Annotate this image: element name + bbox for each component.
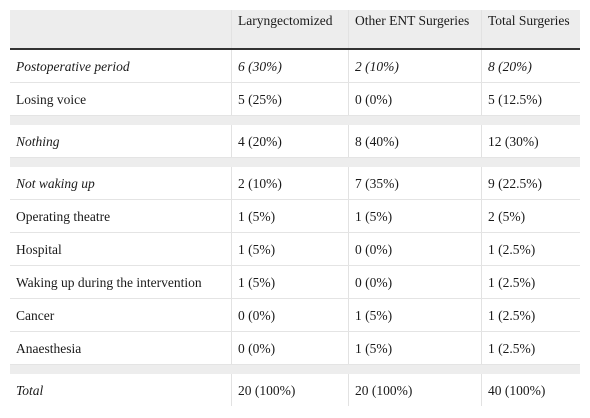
row-label: Anaesthesia: [10, 332, 232, 364]
cell-total: 5 (12.5%): [488, 92, 542, 107]
cell-total: 8 (20%): [488, 59, 532, 74]
cell-total: 40 (100%): [488, 383, 546, 398]
cell-laryngectomized: 1 (5%): [232, 200, 349, 232]
cell-laryngectomized: 1 (5%): [232, 233, 349, 265]
row-label: Cancer: [10, 299, 232, 331]
table-row: Not waking up 2 (10%) 7 (35%) 9 (22.5%): [10, 167, 580, 200]
cell-total: 1 (2.5%): [488, 242, 536, 257]
table-row: Total 20 (100%) 20 (100%) 40 (100%): [10, 374, 580, 406]
cell-other-ent: 7 (35%): [349, 167, 482, 199]
cell-other-ent: 0 (0%): [349, 266, 482, 298]
table-row: Waking up during the intervention 1 (5%) 0…: [10, 266, 580, 299]
row-label: Hospital: [10, 233, 232, 265]
cell-other-ent: 2 (10%): [349, 50, 482, 82]
cell-other-ent: 20 (100%): [349, 374, 482, 406]
table-spacer-row: [10, 116, 580, 125]
cell-laryngectomized: 2 (10%): [232, 167, 349, 199]
table-row: Cancer 0 (0%) 1 (5%) 1 (2.5%): [10, 299, 580, 332]
table-row: Postoperative period 6 (30%) 2 (10%) 8 (20%…: [10, 50, 580, 83]
table-row: Hospital 1 (5%) 0 (0%) 1 (2.5%): [10, 233, 580, 266]
header-cell-other-ent: Other ENT Surgeries: [349, 10, 482, 48]
cell-laryngectomized: 0 (0%): [232, 332, 349, 364]
cell-other-ent: 1 (5%): [349, 200, 482, 232]
cell-other-ent: 1 (5%): [349, 332, 482, 364]
row-label: Waking up during the intervention: [10, 266, 232, 298]
cell-total: 1 (2.5%): [488, 341, 536, 356]
row-label: Losing voice: [10, 83, 232, 115]
table-row: Anaesthesia 0 (0%) 1 (5%) 1 (2.5%): [10, 332, 580, 365]
header-cell-laryngectomized: Laryngectomized: [232, 10, 349, 48]
cell-laryngectomized: 5 (25%): [232, 83, 349, 115]
table-body: Postoperative period 6 (30%) 2 (10%) 8 (20%…: [10, 50, 580, 406]
row-label: Operating theatre: [10, 200, 232, 232]
cell-laryngectomized: 20 (100%): [232, 374, 349, 406]
cell-laryngectomized: 4 (20%): [232, 125, 349, 157]
table-row: Operating theatre 1 (5%) 1 (5%) 2 (5%): [10, 200, 580, 233]
cell-laryngectomized: 6 (30%): [232, 50, 349, 82]
cell-total: 1 (2.5%): [488, 275, 536, 290]
cell-total: 1 (2.5%): [488, 308, 536, 323]
cell-other-ent: 0 (0%): [349, 83, 482, 115]
row-label: Postoperative period: [10, 50, 232, 82]
table-row: Nothing 4 (20%) 8 (40%) 12 (30%): [10, 125, 580, 158]
row-label: Total: [10, 374, 232, 406]
data-table: Laryngectomized Other ENT Surgeries Tota…: [10, 10, 580, 406]
table-spacer-row: [10, 365, 580, 374]
row-label: Nothing: [10, 125, 232, 157]
table-spacer-row: [10, 158, 580, 167]
header-cell-total: Total Surgeries: [488, 13, 570, 28]
row-label: Not waking up: [10, 167, 232, 199]
cell-other-ent: 1 (5%): [349, 299, 482, 331]
cell-total: 2 (5%): [488, 209, 526, 224]
cell-laryngectomized: 1 (5%): [232, 266, 349, 298]
table-header-row: Laryngectomized Other ENT Surgeries Tota…: [10, 10, 580, 50]
cell-other-ent: 0 (0%): [349, 233, 482, 265]
cell-other-ent: 8 (40%): [349, 125, 482, 157]
table-row: Losing voice 5 (25%) 0 (0%) 5 (12.5%): [10, 83, 580, 116]
header-cell-empty: [10, 10, 232, 48]
cell-total: 9 (22.5%): [488, 176, 542, 191]
cell-total: 12 (30%): [488, 134, 539, 149]
cell-laryngectomized: 0 (0%): [232, 299, 349, 331]
